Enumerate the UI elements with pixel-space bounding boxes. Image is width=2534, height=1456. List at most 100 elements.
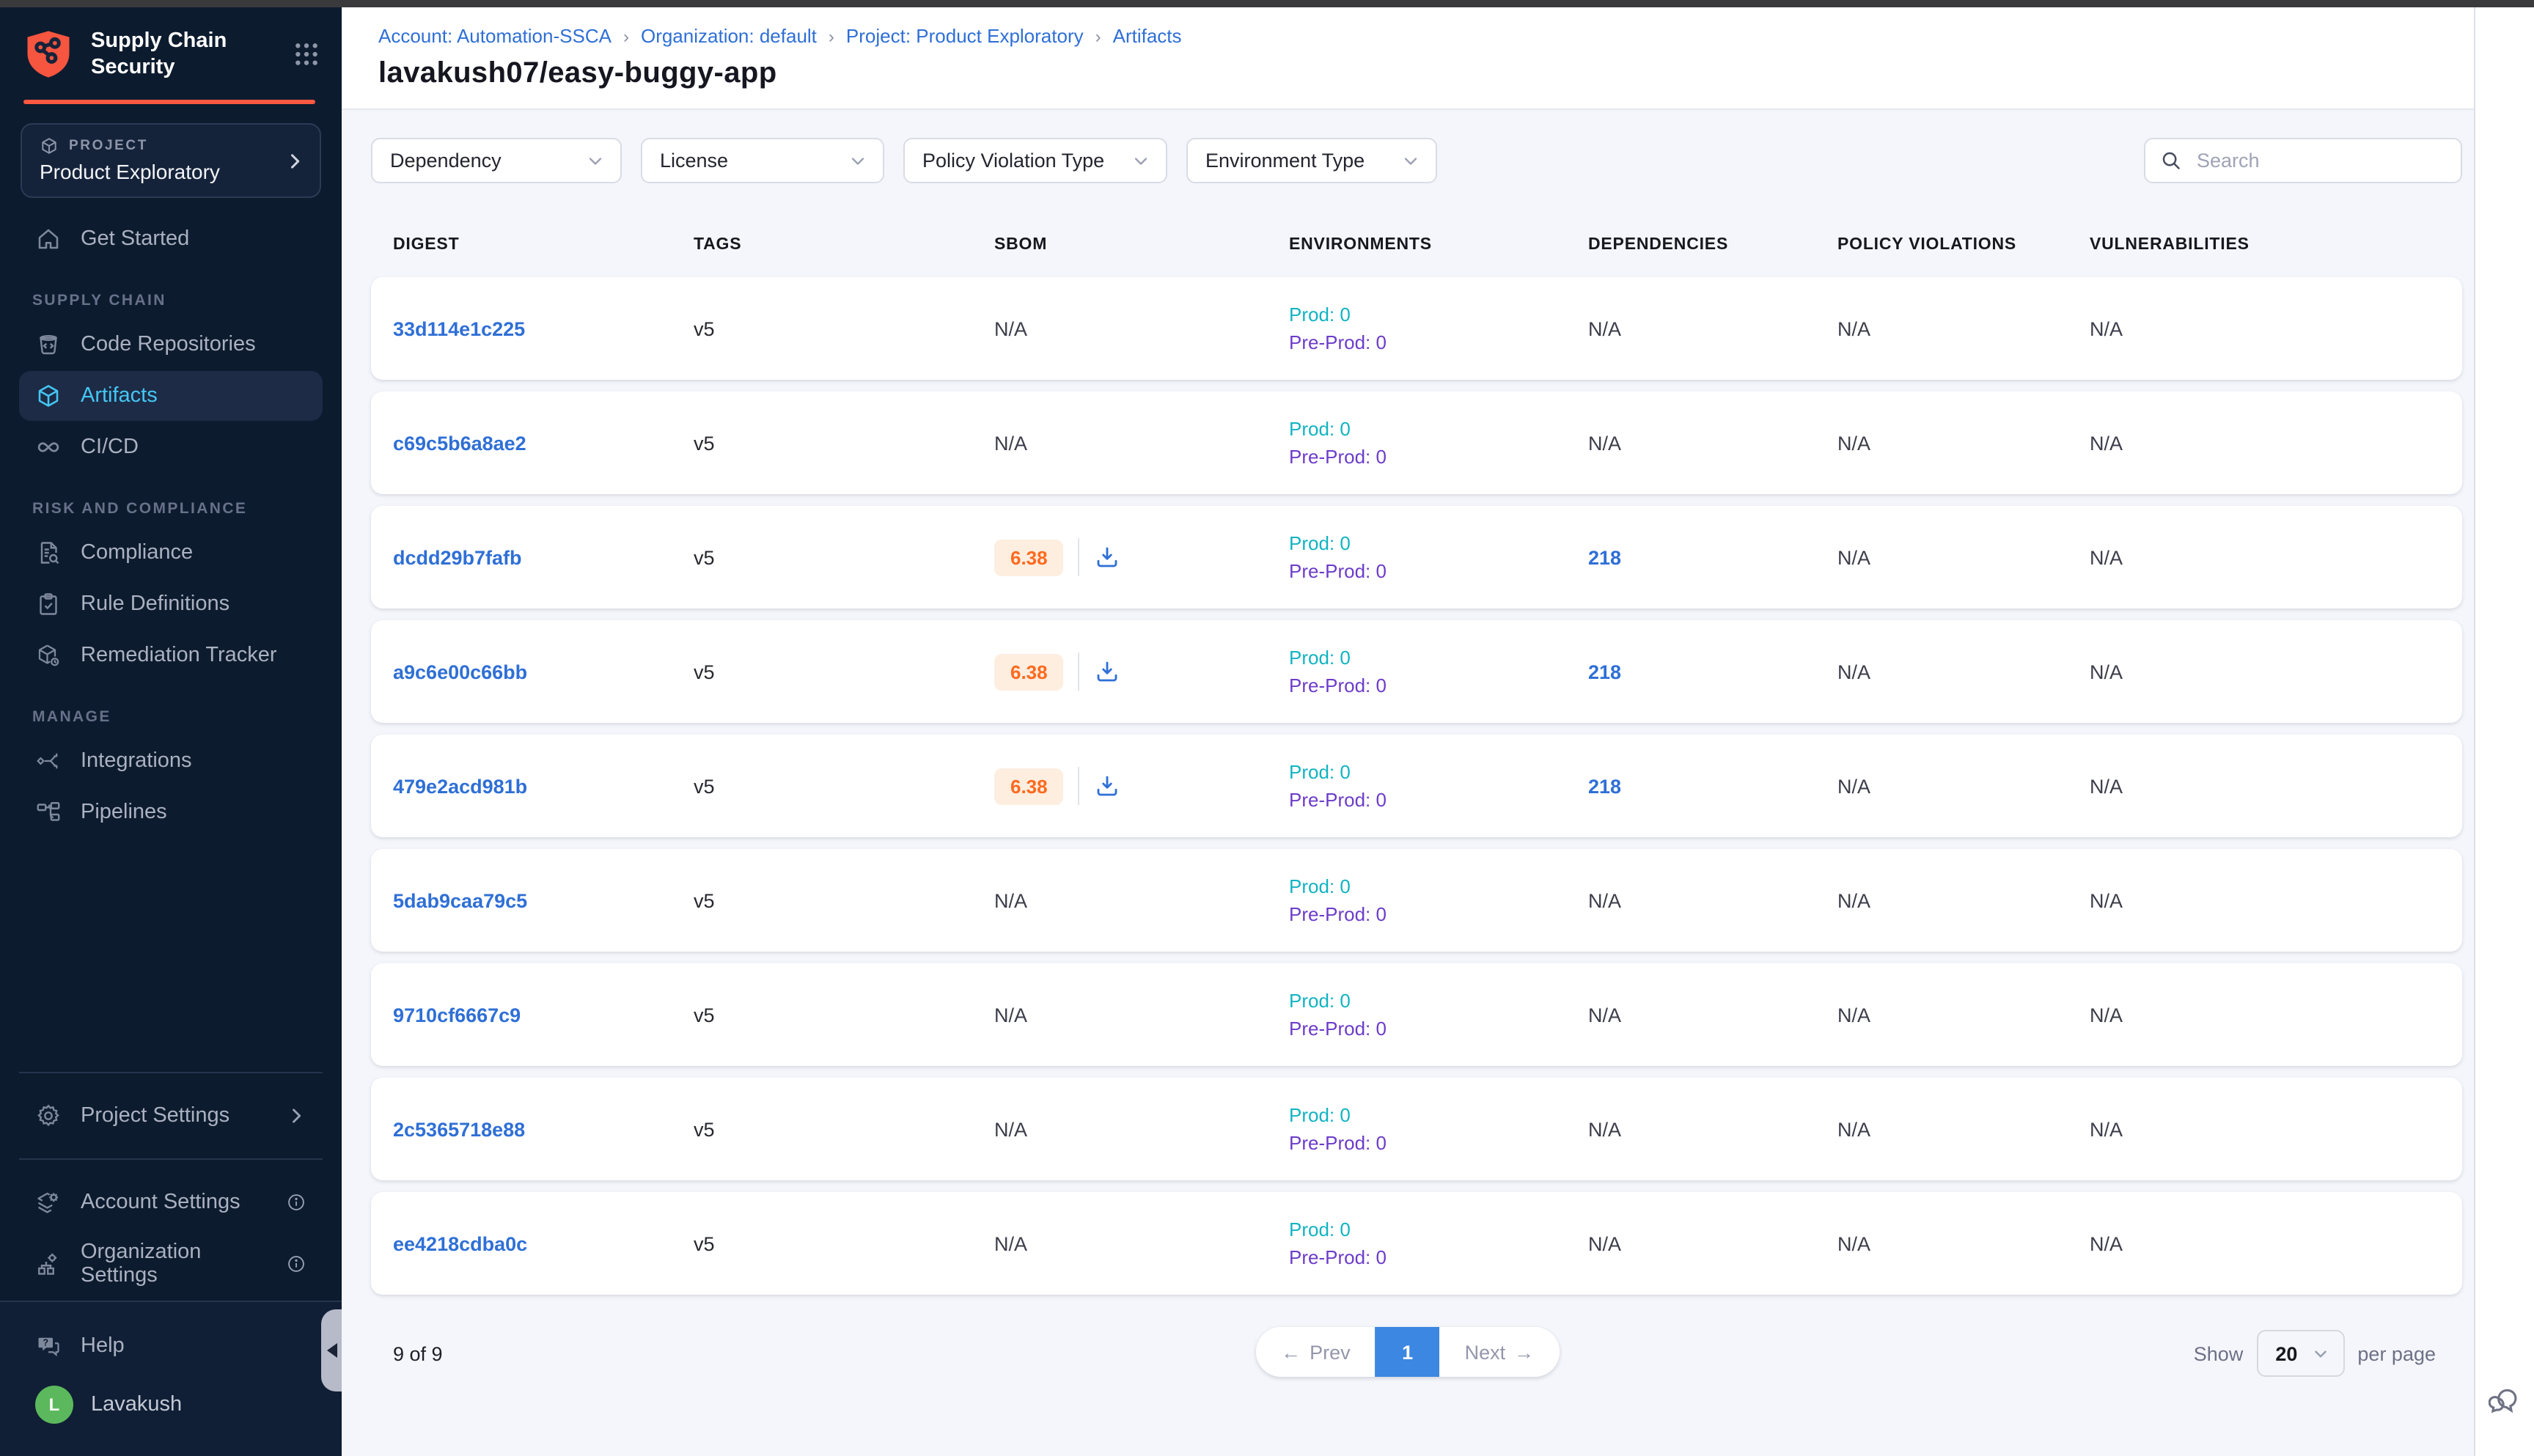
help-chat-icon: ? [35,1333,62,1359]
sidebar-item-label: Code Repositories [81,333,256,356]
vulnerabilities-cell: N/A [2090,1004,2123,1026]
breadcrumb-link[interactable]: Organization: default [640,25,817,47]
sidebar-item-organization-settings[interactable]: Organization Settings [19,1229,323,1299]
sidebar-item-artifacts[interactable]: Artifacts [19,371,323,421]
chevron-down-icon [848,150,868,171]
project-selector-value: Product Exploratory [40,160,220,183]
filter-dependency[interactable]: Dependency [371,138,622,183]
sbom-cell: N/A [994,317,1289,339]
avatar: L [35,1386,73,1424]
breadcrumb-link[interactable]: Project: Product Exploratory [845,25,1084,47]
digest-link[interactable]: c69c5b6a8ae2 [393,432,526,454]
per-page-label: per page [2357,1342,2436,1364]
sbom-cell: 6.38 [994,652,1289,691]
sidebar-item-pipelines[interactable]: Pipelines [19,787,323,837]
pipeline-icon [35,799,62,826]
divider [19,1158,323,1160]
preprod-count: Pre-Prod: 0 [1289,331,1387,353]
prod-count: Prod: 0 [1289,760,1351,782]
sidebar-item-label: Remediation Tracker [81,644,277,667]
apps-grid-icon[interactable] [292,40,321,69]
digest-link[interactable]: 5dab9caa79c5 [393,889,528,911]
breadcrumb-link[interactable]: Artifacts [1112,25,1182,47]
sidebar-item-cicd[interactable]: CI/CD [19,422,323,472]
environments-cell: Prod: 0 Pre-Prod: 0 [1289,986,1588,1043]
preprod-count: Pre-Prod: 0 [1289,1246,1387,1268]
sidebar-collapse-handle[interactable] [321,1309,342,1391]
sbom-na: N/A [994,432,1028,454]
vulnerabilities-cell: N/A [2090,432,2123,454]
policy-violations-cell: N/A [1837,1004,1871,1026]
sidebar-item-project-settings[interactable]: Project Settings [19,1091,323,1141]
home-icon [35,226,62,252]
dependencies-cell: N/A [1588,1232,1622,1254]
chevron-down-icon [2310,1344,2329,1363]
digest-link[interactable]: 479e2acd981b [393,775,528,797]
sidebar-lower: Project Settings Account Settings Organiza… [0,1054,342,1301]
sidebar-item-integrations[interactable]: Integrations [19,736,323,786]
filter-environment-type[interactable]: Environment Type [1186,138,1437,183]
policy-violations-cell: N/A [1837,317,1871,339]
show-label: Show [2193,1342,2244,1364]
environments-cell: Prod: 0 Pre-Prod: 0 [1289,414,1588,471]
dependencies-link[interactable]: 218 [1588,546,1622,568]
sidebar-item-label: Artifacts [81,384,158,408]
pager: ← Prev 1 Next → [1256,1327,1560,1377]
info-icon [286,1192,306,1213]
digest-link[interactable]: 9710cf6667c9 [393,1004,521,1026]
right-rail [2474,7,2534,1456]
svg-text:?: ? [43,1337,48,1348]
support-chat-icon[interactable] [2488,1386,2521,1418]
download-sbom-button[interactable] [1095,544,1121,570]
sidebar-item-rule-definitions[interactable]: Rule Definitions [19,579,323,629]
breadcrumb-link[interactable]: Account: Automation-SSCA [378,25,612,47]
shield-logo-icon [21,26,76,82]
sidebar-item-get-started[interactable]: Get Started [19,214,323,264]
filter-policy-violation-type[interactable]: Policy Violation Type [903,138,1167,183]
sidebar-item-account-settings[interactable]: Account Settings [19,1177,323,1227]
dependencies-cell: N/A [1588,317,1622,339]
sbom-cell: 6.38 [994,767,1289,805]
prod-count: Prod: 0 [1289,646,1351,668]
download-sbom-button[interactable] [1095,773,1121,799]
page-size-select[interactable]: 20 [2256,1330,2345,1377]
search-input[interactable] [2194,148,2459,173]
sidebar-item-label: Account Settings [81,1191,240,1214]
prev-page-button[interactable]: ← Prev [1256,1327,1376,1377]
sidebar-item-label: CI/CD [81,435,139,459]
download-sbom-button[interactable] [1095,658,1121,685]
digest-link[interactable]: ee4218cdba0c [393,1232,528,1254]
divider [1078,652,1080,691]
share-icon [35,748,62,774]
digest-link[interactable]: dcdd29b7fafb [393,546,522,568]
table-row: a9c6e00c66bb v5 6.38 Prod: 0 Pre-Prod: 0… [371,620,2462,723]
sbom-cell: N/A [994,432,1289,454]
filter-label: Dependency [390,150,502,172]
dependencies-link[interactable]: 218 [1588,775,1622,797]
breadcrumb-separator-icon: › [623,26,629,46]
project-selector[interactable]: PROJECT Product Exploratory [21,123,321,198]
sidebar-section-label: MANAGE [32,708,111,726]
environments-cell: Prod: 0 Pre-Prod: 0 [1289,300,1588,357]
sidebar-item-compliance[interactable]: Compliance [19,528,323,578]
vulnerabilities-cell: N/A [2090,317,2123,339]
digest-link[interactable]: 2c5365718e88 [393,1118,526,1140]
tag-cell: v5 [694,432,715,454]
digest-link[interactable]: a9c6e00c66bb [393,661,528,683]
dependencies-link[interactable]: 218 [1588,661,1622,683]
next-page-button[interactable]: Next → [1439,1327,1560,1377]
sidebar-item-help[interactable]: ? Help [19,1321,323,1371]
sidebar-item-code-repositories[interactable]: Code Repositories [19,320,323,369]
org-gear-icon [35,1251,62,1277]
user-menu[interactable]: L Lavakush [19,1377,323,1433]
breadcrumb-separator-icon: › [1095,26,1101,46]
digest-link[interactable]: 33d114e1c225 [393,317,526,339]
filter-license[interactable]: License [641,138,884,183]
preprod-count: Pre-Prod: 0 [1289,789,1387,811]
sbom-na: N/A [994,1004,1028,1026]
sidebar-nav: Get Started SUPPLY CHAIN Code Repositories… [0,213,342,1054]
sidebar-item-label: Integrations [81,749,192,773]
sidebar-item-remediation-tracker[interactable]: Remediation Tracker [19,630,323,680]
current-page-button[interactable]: 1 [1375,1327,1440,1377]
